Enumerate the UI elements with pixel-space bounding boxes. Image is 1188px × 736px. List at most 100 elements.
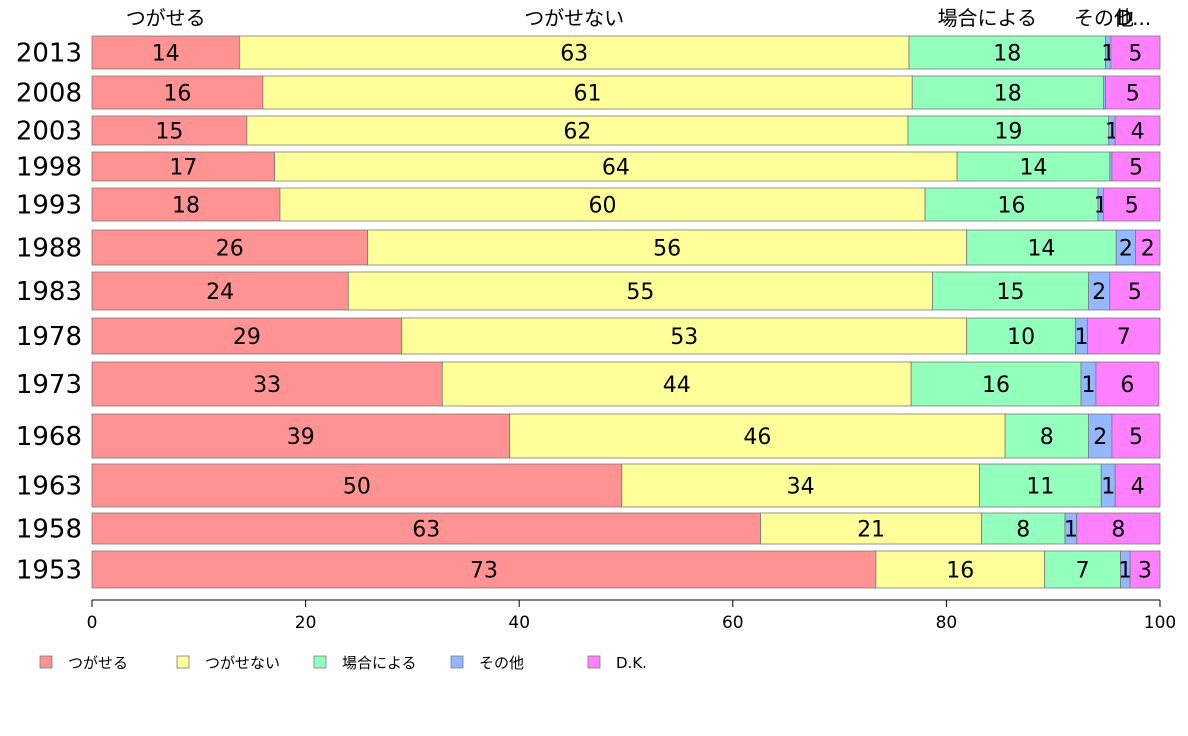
bar-value-label-1963-0: 50 bbox=[343, 475, 371, 500]
bar-segment-1993-0 bbox=[91, 187, 281, 222]
bar-value-label-1993-0: 18 bbox=[172, 194, 200, 219]
category-label-1968: 1968 bbox=[16, 422, 82, 452]
bar-value-label-1993-1: 60 bbox=[589, 194, 617, 219]
bar-value-label-1958-3: 1 bbox=[1064, 518, 1078, 543]
bar-value-label-1998-1: 64 bbox=[602, 156, 630, 181]
bar-value-label-2008-4: 5 bbox=[1126, 82, 1140, 107]
bar-value-label-1963-3: 1 bbox=[1101, 475, 1115, 500]
bar-value-label-1968-2: 8 bbox=[1040, 425, 1054, 450]
category-label-1988: 1988 bbox=[16, 234, 82, 264]
bar-value-label-1983-3: 2 bbox=[1092, 280, 1106, 305]
bar-value-label-1983-2: 15 bbox=[996, 280, 1024, 305]
top-header-3: その他 bbox=[1074, 6, 1134, 30]
bar-segment-1958-4 bbox=[1076, 512, 1161, 545]
bar-value-label-1958-1: 21 bbox=[857, 518, 885, 543]
bar-segment-1988-2 bbox=[966, 229, 1117, 266]
bar-segment-1978-4 bbox=[1086, 317, 1161, 355]
x-tick-label-40: 40 bbox=[508, 613, 530, 633]
bar-segment-1953-2 bbox=[1044, 550, 1121, 589]
legend-label-0: つがせる bbox=[68, 654, 128, 672]
bar-value-label-2008-1: 61 bbox=[574, 82, 602, 107]
bar-segment-1988-1 bbox=[367, 229, 968, 266]
bar-value-label-1988-3: 2 bbox=[1119, 237, 1133, 262]
bar-value-label-1978-4: 7 bbox=[1117, 325, 1131, 350]
bar-segment-2013-0 bbox=[91, 35, 240, 70]
top-header-0: つがせる bbox=[126, 6, 206, 30]
bar-value-label-1953-1: 16 bbox=[946, 559, 974, 584]
legend-swatch-0 bbox=[39, 655, 53, 669]
legend-label-2: 場合による bbox=[342, 654, 417, 672]
bar-segment-1988-4 bbox=[1135, 229, 1161, 266]
bar-value-label-1983-4: 5 bbox=[1128, 280, 1142, 305]
bar-value-label-1983-0: 24 bbox=[206, 280, 234, 305]
bar-value-label-2013-1: 63 bbox=[560, 42, 588, 67]
bar-value-label-1953-3: 1 bbox=[1118, 559, 1132, 584]
bar-value-label-1993-4: 5 bbox=[1125, 194, 1139, 219]
bar-value-label-1968-4: 5 bbox=[1129, 425, 1143, 450]
x-tick-label-100: 100 bbox=[1144, 613, 1176, 633]
bar-segment-2008-1 bbox=[262, 75, 913, 110]
top-header-2: 場合による bbox=[938, 6, 1037, 30]
top-header-1: つがせない bbox=[524, 6, 624, 30]
bar-segment-1968-0 bbox=[91, 413, 510, 459]
bar-segment-1963-0 bbox=[91, 463, 623, 508]
bar-value-label-1998-2: 14 bbox=[1019, 156, 1047, 181]
bar-segment-1998-0 bbox=[91, 151, 276, 182]
bar-value-label-1953-4: 3 bbox=[1138, 559, 1152, 584]
bar-value-label-1988-4: 2 bbox=[1141, 237, 1155, 262]
category-label-1993: 1993 bbox=[16, 191, 82, 221]
bar-segment-2013-4 bbox=[1110, 35, 1161, 70]
bar-value-label-1993-2: 16 bbox=[998, 194, 1026, 219]
bar-segment-1983-1 bbox=[347, 271, 933, 311]
bar-value-label-1978-2: 10 bbox=[1007, 325, 1035, 350]
bar-value-label-1988-2: 14 bbox=[1027, 237, 1055, 262]
category-label-1973: 1973 bbox=[16, 370, 82, 400]
bar-segment-2003-4 bbox=[1114, 115, 1161, 146]
bar-value-label-2013-2: 18 bbox=[993, 42, 1021, 67]
category-label-1963: 1963 bbox=[16, 472, 82, 502]
legend-swatch-1 bbox=[176, 655, 190, 669]
legend-swatch-4 bbox=[587, 655, 601, 669]
bar-value-label-1983-1: 55 bbox=[626, 280, 654, 305]
category-label-1978: 1978 bbox=[16, 322, 82, 352]
bar-segment-1953-4 bbox=[1129, 550, 1161, 589]
bar-segment-1973-1 bbox=[441, 361, 912, 407]
bar-value-label-1963-1: 34 bbox=[787, 475, 815, 500]
bar-value-label-1968-1: 46 bbox=[743, 425, 771, 450]
bar-value-label-1973-1: 44 bbox=[663, 373, 691, 398]
category-label-1953: 1953 bbox=[16, 556, 82, 586]
category-label-2008: 2008 bbox=[16, 79, 82, 109]
bar-segment-1963-2 bbox=[979, 463, 1102, 508]
bar-segment-1973-4 bbox=[1095, 361, 1160, 407]
bar-value-label-1958-2: 8 bbox=[1016, 518, 1030, 543]
category-label-2003: 2003 bbox=[16, 117, 82, 147]
bar-value-label-1973-4: 6 bbox=[1120, 373, 1134, 398]
bar-segment-1983-0 bbox=[91, 271, 349, 311]
bar-value-label-2003-2: 19 bbox=[994, 120, 1022, 145]
bar-segment-1993-4 bbox=[1102, 187, 1161, 222]
bar-segment-1953-1 bbox=[875, 550, 1046, 589]
bar-segment-1983-4 bbox=[1109, 271, 1161, 311]
bar-value-label-1988-0: 26 bbox=[216, 237, 244, 262]
bar-segment-1968-4 bbox=[1111, 413, 1161, 459]
bar-value-label-2008-0: 16 bbox=[163, 82, 191, 107]
category-label-1998: 1998 bbox=[16, 153, 82, 183]
bar-segment-2008-0 bbox=[91, 75, 264, 110]
x-tick-label-20: 20 bbox=[295, 613, 317, 633]
x-tick-label-0: 0 bbox=[87, 613, 98, 633]
bar-segment-1978-0 bbox=[91, 317, 403, 355]
bar-value-label-1963-2: 11 bbox=[1026, 475, 1054, 500]
bar-value-label-1978-1: 53 bbox=[670, 325, 698, 350]
bar-segment-1953-0 bbox=[91, 550, 877, 589]
bar-value-label-1978-0: 29 bbox=[233, 325, 261, 350]
x-tick-label-80: 80 bbox=[936, 613, 958, 633]
bar-segment-1968-1 bbox=[509, 413, 1006, 459]
bar-segment-2003-0 bbox=[91, 115, 248, 146]
bar-value-label-1973-2: 16 bbox=[982, 373, 1010, 398]
bar-segment-1978-2 bbox=[966, 317, 1077, 355]
bar-value-label-1958-0: 63 bbox=[412, 518, 440, 543]
bar-value-label-2003-0: 15 bbox=[155, 120, 183, 145]
bar-segment-2003-2 bbox=[907, 115, 1110, 146]
bar-value-label-2008-2: 18 bbox=[994, 82, 1022, 107]
